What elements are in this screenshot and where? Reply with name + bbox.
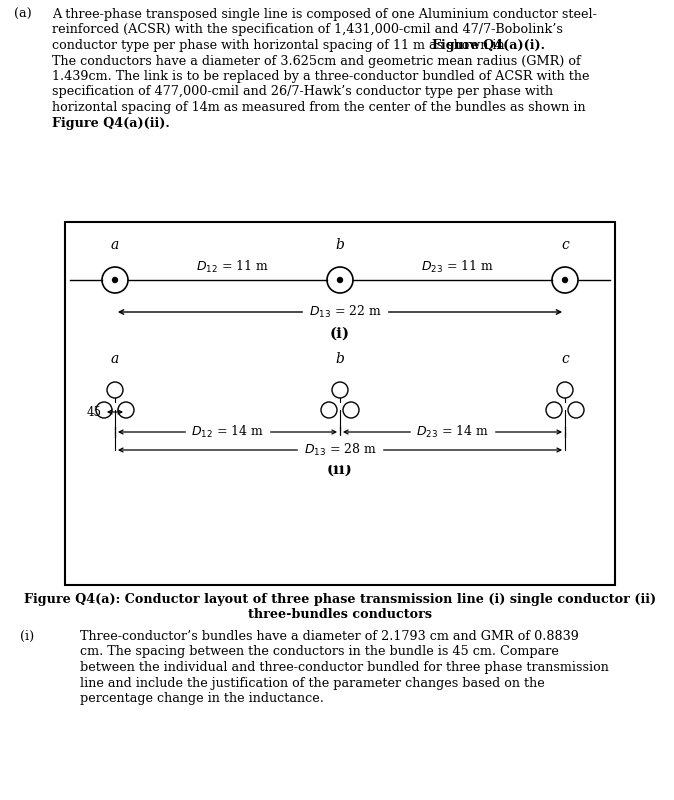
Text: A three-phase transposed single line is composed of one Aluminium conductor stee: A three-phase transposed single line is … [52, 8, 597, 21]
Text: horizontal spacing of 14m as measured from the center of the bundles as shown in: horizontal spacing of 14m as measured fr… [52, 101, 586, 114]
Text: (a): (a) [14, 8, 32, 21]
Text: conductor type per phase with horizontal spacing of 11 m as shown in: conductor type per phase with horizontal… [52, 39, 509, 52]
Text: Figure Q4(a): Conductor layout of three phase transmission line (i) single condu: Figure Q4(a): Conductor layout of three … [24, 593, 656, 606]
Text: a: a [111, 238, 119, 252]
Text: (ii): (ii) [327, 463, 353, 477]
Text: reinforced (ACSR) with the specification of 1,431,000-cmil and 47/7-Bobolink’s: reinforced (ACSR) with the specification… [52, 23, 563, 37]
Text: cm. The spacing between the conductors in the bundle is 45 cm. Compare: cm. The spacing between the conductors i… [80, 646, 559, 658]
Text: Figure Q4(a)(ii).: Figure Q4(a)(ii). [52, 117, 170, 130]
Text: 45: 45 [87, 406, 102, 418]
Text: $D_{12}$ = 11 m: $D_{12}$ = 11 m [196, 259, 269, 275]
Text: between the individual and three-conductor bundled for three phase transmission: between the individual and three-conduct… [80, 661, 609, 674]
Text: b: b [336, 238, 344, 252]
Text: Three-conductor’s bundles have a diameter of 2.1793 cm and GMR of 0.8839: Three-conductor’s bundles have a diamete… [80, 630, 579, 643]
Text: b: b [336, 352, 344, 366]
Circle shape [113, 278, 117, 282]
Text: $D_{13}$ = 22 m: $D_{13}$ = 22 m [309, 304, 381, 320]
Text: $D_{23}$ = 14 m: $D_{23}$ = 14 m [416, 424, 489, 440]
Circle shape [338, 278, 342, 282]
Text: percentage change in the inductance.: percentage change in the inductance. [80, 692, 324, 705]
Text: (i): (i) [330, 327, 350, 341]
Text: $D_{12}$ = 14 m: $D_{12}$ = 14 m [191, 424, 264, 440]
Text: The conductors have a diameter of 3.625cm and geometric mean radius (GMR) of: The conductors have a diameter of 3.625c… [52, 54, 581, 67]
Text: specification of 477,000-cmil and 26/7-Hawk’s conductor type per phase with: specification of 477,000-cmil and 26/7-H… [52, 86, 553, 98]
Text: (i): (i) [20, 630, 34, 643]
Text: 1.439cm. The link is to be replaced by a three-conductor bundled of ACSR with th: 1.439cm. The link is to be replaced by a… [52, 70, 590, 83]
Text: a: a [111, 352, 119, 366]
Text: c: c [561, 238, 569, 252]
Text: $D_{13}$ = 28 m: $D_{13}$ = 28 m [303, 442, 376, 458]
Text: Figure Q4(a)(i).: Figure Q4(a)(i). [432, 39, 545, 52]
Text: line and include the justification of the parameter changes based on the: line and include the justification of th… [80, 677, 545, 690]
Text: $D_{23}$ = 11 m: $D_{23}$ = 11 m [421, 259, 494, 275]
FancyBboxPatch shape [65, 222, 615, 585]
Circle shape [563, 278, 568, 282]
Text: three-bundles conductors: three-bundles conductors [248, 609, 432, 622]
Text: c: c [561, 352, 569, 366]
